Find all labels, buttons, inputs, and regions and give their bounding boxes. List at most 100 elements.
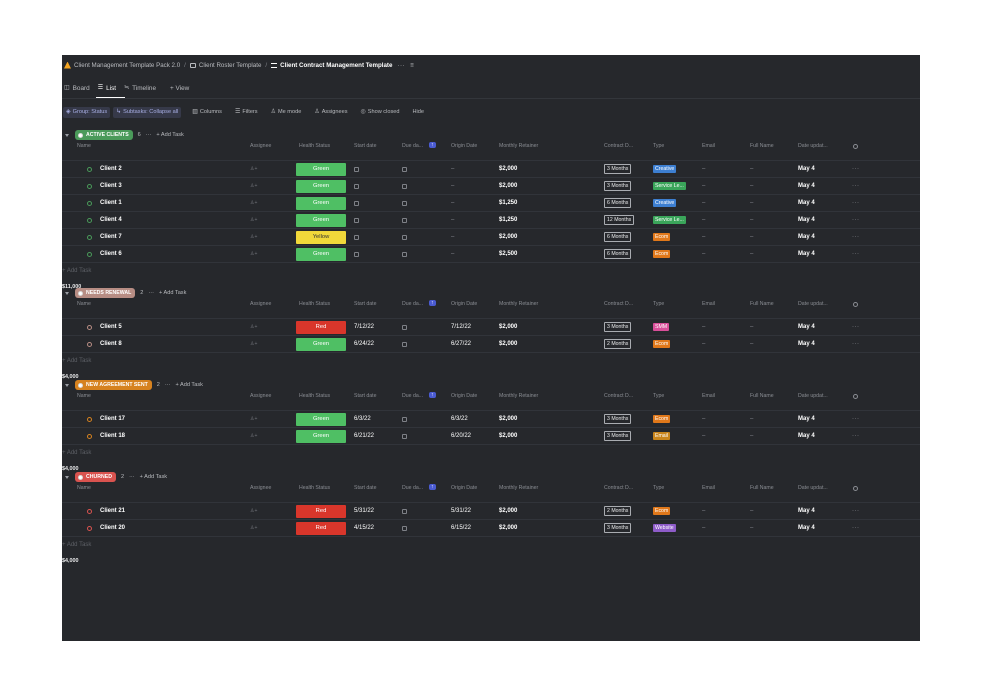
column-header[interactable]: Monthly Retainer [499, 301, 539, 307]
start-date-cell[interactable] [354, 195, 359, 211]
type-tag[interactable]: Service Le... [653, 182, 686, 190]
status-icon[interactable] [87, 166, 92, 172]
contract-duration-tag[interactable]: 12 Months [604, 215, 635, 225]
origin-date-cell[interactable]: 5/31/22 [451, 503, 471, 519]
column-header[interactable]: Type [653, 301, 665, 307]
full-name-cell[interactable]: – [750, 319, 753, 335]
table-row[interactable]: Client 8 ♙+ Green 6/24/22 6/27/22 $2,000 2 Mon… [62, 335, 920, 352]
column-header[interactable]: Due da... [402, 393, 424, 399]
start-date-cell[interactable] [354, 212, 359, 228]
table-row[interactable]: Client 4 ♙+ Green – $1,250 12 Months Service L… [62, 211, 920, 228]
add-task-inline-button[interactable]: + Add Task [62, 263, 920, 279]
due-date-cell[interactable] [402, 319, 407, 335]
column-header[interactable]: Assignee [250, 143, 272, 149]
column-header[interactable]: Monthly Retainer [499, 143, 539, 149]
monthly-retainer-cell[interactable]: $2,000 [499, 178, 517, 194]
start-date-cell[interactable]: 7/12/22 [354, 319, 374, 335]
column-header[interactable]: Email [702, 393, 715, 399]
task-name[interactable]: Client 7 [100, 234, 122, 240]
due-date-cell[interactable] [402, 411, 407, 427]
monthly-retainer-cell[interactable]: $2,000 [499, 428, 517, 444]
task-name[interactable]: Client 2 [100, 166, 122, 172]
row-more-button[interactable]: ··· [852, 503, 860, 519]
contract-duration-cell[interactable]: 3 Months [604, 428, 632, 444]
task-name-cell[interactable]: Client 3 [87, 178, 122, 194]
due-date-cell[interactable] [402, 246, 407, 262]
column-header[interactable]: Health Status [299, 393, 331, 399]
filters-button[interactable]: ☰ Filters [232, 107, 261, 118]
assignee-cell[interactable]: ♙+ [250, 212, 257, 228]
more-options-icon[interactable]: ··· [397, 61, 406, 69]
row-more-button[interactable]: ··· [852, 411, 860, 427]
health-status-cell[interactable]: Green [296, 246, 346, 262]
start-date-cell[interactable] [354, 246, 359, 262]
group-status-badge[interactable]: ACTIVE CLIENTS [75, 130, 133, 140]
contract-duration-tag[interactable]: 6 Months [604, 232, 632, 242]
sort-arrow-icon[interactable]: ↑ [429, 392, 436, 398]
table-row[interactable]: Client 1 ♙+ Green – $1,250 6 Months Creative – –… [62, 194, 920, 211]
group-more-icon[interactable]: ··· [164, 382, 171, 388]
health-status-cell[interactable]: Red [296, 503, 346, 519]
group-more-icon[interactable]: ··· [129, 474, 135, 480]
column-header[interactable]: Date updat... [798, 301, 828, 307]
column-header[interactable]: Name [77, 301, 91, 307]
contract-duration-cell[interactable]: 3 Months [604, 319, 632, 335]
type-tag[interactable]: Email [653, 432, 670, 440]
type-tag[interactable]: Ecom [653, 415, 671, 423]
type-tag[interactable]: SMM [653, 323, 670, 331]
task-name-cell[interactable]: Client 2 [87, 161, 122, 177]
email-cell[interactable]: – [702, 503, 705, 519]
contract-duration-cell[interactable]: 3 Months [604, 161, 632, 177]
due-date-cell[interactable] [402, 428, 407, 444]
health-status-badge[interactable]: Green [296, 196, 346, 210]
add-task-button[interactable]: + Add Task [175, 382, 203, 388]
sort-arrow-icon[interactable]: ↑ [429, 484, 436, 490]
monthly-retainer-cell[interactable]: $2,000 [499, 336, 517, 352]
full-name-cell[interactable]: – [750, 229, 753, 245]
column-header[interactable]: Health Status [299, 143, 331, 149]
collapse-caret-icon[interactable] [65, 291, 69, 295]
column-header[interactable]: Email [702, 143, 715, 149]
assignee-cell[interactable]: ♙+ [250, 336, 257, 352]
task-name-cell[interactable]: Client 7 [87, 229, 122, 245]
column-header[interactable]: Origin Date [451, 393, 478, 399]
health-status-badge[interactable]: Red [296, 521, 346, 535]
email-cell[interactable]: – [702, 161, 705, 177]
monthly-retainer-cell[interactable]: $2,000 [499, 319, 517, 335]
origin-date-cell[interactable]: 7/12/22 [451, 319, 471, 335]
task-name-cell[interactable]: Client 20 [87, 520, 125, 536]
group-status-badge[interactable]: CHURNED [75, 472, 116, 482]
email-cell[interactable]: – [702, 246, 705, 262]
type-cell[interactable]: Email [653, 428, 670, 444]
show-closed-button[interactable]: ◎ Show closed [358, 107, 403, 118]
monthly-retainer-cell[interactable]: $2,000 [499, 161, 517, 177]
email-cell[interactable]: – [702, 336, 705, 352]
group-status-button[interactable]: ◈ Group: Status [63, 106, 111, 118]
health-status-cell[interactable]: Red [296, 520, 346, 536]
table-row[interactable]: Client 6 ♙+ Green – $2,500 6 Months Ecom – – May … [62, 245, 920, 262]
contract-duration-cell[interactable]: 2 Months [604, 503, 632, 519]
status-icon[interactable] [87, 217, 92, 223]
column-header[interactable]: Health Status [299, 301, 331, 307]
full-name-cell[interactable]: – [750, 428, 753, 444]
origin-date-cell[interactable]: 6/15/22 [451, 520, 471, 536]
task-name-cell[interactable]: Client 17 [87, 411, 125, 427]
menu-icon[interactable]: ≡ [410, 61, 415, 69]
row-more-button[interactable]: ··· [852, 246, 860, 262]
task-name[interactable]: Client 5 [100, 324, 122, 330]
due-date-cell[interactable] [402, 212, 407, 228]
due-date-cell[interactable] [402, 178, 407, 194]
assignee-cell[interactable]: ♙+ [250, 319, 257, 335]
contract-duration-cell[interactable]: 3 Months [604, 520, 632, 536]
start-date-cell[interactable]: 6/3/22 [354, 411, 371, 427]
type-cell[interactable]: Creative [653, 195, 677, 211]
health-status-badge[interactable]: Red [296, 320, 346, 334]
column-header[interactable]: Contract D... [604, 393, 634, 399]
health-status-cell[interactable]: Green [296, 428, 346, 444]
task-name-cell[interactable]: Client 21 [87, 503, 125, 519]
column-header[interactable]: Start date [354, 393, 377, 399]
column-header[interactable]: Full Name [750, 143, 774, 149]
email-cell[interactable]: – [702, 212, 705, 228]
type-tag[interactable]: Creative [653, 165, 677, 173]
type-tag[interactable]: Ecom [653, 250, 671, 258]
